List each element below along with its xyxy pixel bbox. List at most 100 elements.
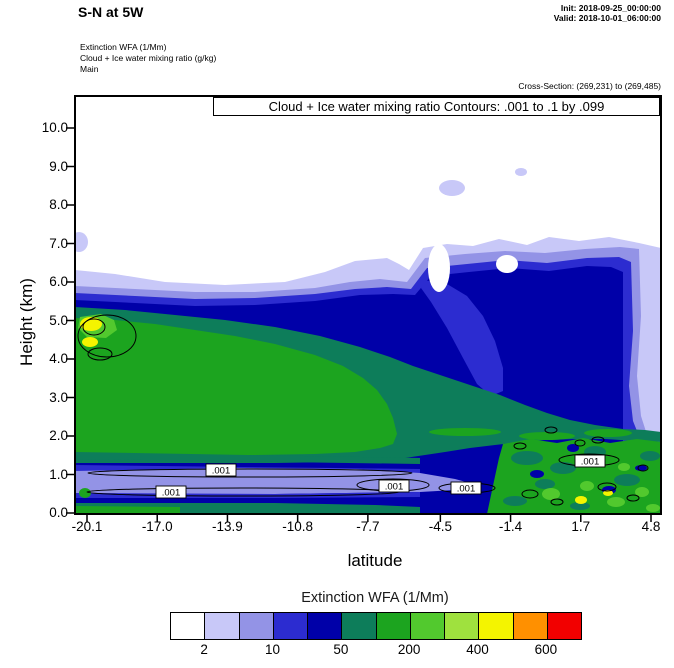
region-lightgreen-r4 [635, 487, 649, 497]
region-lightgreen-r1 [542, 488, 560, 500]
cloud-contour-line [521, 489, 539, 499]
y-axis-title: Height (km) [17, 278, 36, 366]
y-tick-label: 6.0 [49, 274, 68, 289]
colorbar-tick-label: 50 [333, 642, 349, 657]
contour-label-text: .001 [385, 482, 404, 493]
cloud-contour-line [87, 468, 413, 478]
contour-label-group: .001 .001 .001 .001 .001 [155, 454, 606, 499]
x-tick-label: 4.8 [641, 519, 661, 534]
contour-label-text: .001 [162, 488, 181, 499]
region-navy-dot-4 [635, 465, 647, 471]
y-tick-label: 10.0 [41, 120, 68, 135]
axis-ticks [66, 127, 652, 522]
cross-section-label: Cross-Section: (269,231) to (269,485) [518, 81, 661, 91]
region-strip-green-corner [75, 506, 180, 514]
valid-time: Valid: 2018-10-01_06:00:00 [553, 13, 661, 23]
colorbar-cell [444, 613, 479, 639]
region-teal-patch-8 [570, 502, 590, 510]
y-tick-label: 5.0 [49, 312, 68, 328]
colorbar-cell [171, 613, 205, 639]
cloud-contour-line [544, 426, 558, 434]
region-lavender-island-8km [439, 180, 465, 196]
region-yellow-r1 [575, 496, 587, 504]
region-green-streak-a [429, 428, 501, 436]
region-yellow-r2 [603, 490, 613, 496]
cloud-contour-line [550, 498, 564, 506]
region-teal-patch-5 [535, 479, 555, 489]
x-tick-label: -20.1 [71, 519, 103, 534]
region-lavender-island-left [75, 232, 88, 252]
region-teal-patch-2 [550, 462, 576, 474]
region-yellow-left-b [82, 337, 98, 347]
x-tick-label: -10.8 [282, 519, 314, 534]
region-lightgreen-r5 [646, 504, 660, 512]
colorbar-cell [375, 613, 410, 639]
cloud-contour-line [626, 494, 640, 502]
region-green-left-mass [75, 318, 397, 455]
region-lightgreen-r2 [580, 481, 594, 491]
region-teal-patch-4 [614, 474, 640, 486]
y-tick-label: 1.0 [49, 466, 68, 482]
contour-label-text: .001 [212, 466, 231, 477]
colorbar [170, 612, 582, 640]
x-tick-label: -1.4 [498, 519, 523, 534]
contour-label-box [205, 463, 237, 477]
region-green-streak-b [519, 432, 575, 440]
region-green-dot-bottom-left [79, 488, 91, 498]
region-lavender-island-small [515, 168, 527, 176]
cloud-contour-line [637, 464, 649, 472]
colorbar-title: Extinction WFA (1/Mm) [301, 590, 449, 606]
region-teal-patch-1 [511, 451, 543, 465]
contour-label-box [155, 485, 187, 499]
contour-label-box [378, 479, 410, 493]
colorbar-cell [409, 613, 444, 639]
y-tick-label: 2.0 [49, 428, 68, 443]
colorbar-cell [307, 613, 342, 639]
contour-label-text: .001 [581, 457, 600, 468]
colorbar-cell [478, 613, 513, 639]
colorbar-cell [512, 613, 547, 639]
x-axis-title: latitude [347, 551, 403, 570]
contour-info-box: Cloud + Ice water mixing ratio Contours:… [213, 97, 660, 116]
colorbar-tick-label: 400 [466, 642, 489, 657]
region-blue-tongue-right [421, 280, 503, 396]
region-navy-dot-2 [567, 444, 579, 452]
cloud-contour-line [597, 482, 617, 492]
contour-label-box [574, 454, 606, 468]
cross-section-plot: .001 .001 .001 .001 .001 [66, 95, 662, 522]
cloud-contour-line [87, 347, 113, 361]
x-tick-label: -17.0 [141, 519, 173, 534]
page-title: S-N at 5W [78, 4, 144, 20]
cloud-contour-line [574, 439, 586, 447]
field-line-extinction: Extinction WFA (1/Mm) [80, 42, 167, 52]
y-tick-label: 0.0 [49, 505, 68, 520]
colorbar-cell [272, 613, 307, 639]
region-lightgreen-r6 [618, 463, 630, 471]
region-navy-dot-1 [530, 470, 544, 478]
cloud-contour-line [513, 442, 527, 450]
y-tick-label: 4.0 [49, 351, 68, 366]
y-tick-label: 3.0 [49, 389, 68, 405]
colorbar-tick-label: 10 [264, 642, 281, 657]
colorbar-cell [546, 613, 581, 639]
colorbar-cell [341, 613, 376, 639]
field-line-domain: Main [80, 64, 99, 74]
region-yellow-left-a [80, 317, 102, 331]
init-time: Init: 2018-09-25_00:00:00 [560, 3, 661, 13]
region-strip-teal-below-green [75, 452, 420, 464]
region-green-streak-c [584, 429, 632, 437]
region-white-notch-b [496, 255, 518, 273]
colorbar-tick-label: 600 [534, 642, 558, 657]
region-teal-patch-6 [640, 451, 660, 461]
cloud-contour-line [77, 314, 137, 358]
y-tick-label: 7.0 [49, 235, 68, 251]
cloud-contour-line [82, 318, 106, 336]
colorbar-tick-label: 200 [397, 642, 421, 657]
y-tick-label: 8.0 [49, 197, 68, 212]
field-line-cloudice: Cloud + Ice water mixing ratio (g/kg) [80, 53, 217, 63]
contour-field [75, 168, 661, 514]
x-tick-label: -13.9 [212, 519, 243, 534]
x-tick-label: 1.7 [571, 519, 591, 534]
x-tick-label: -4.5 [428, 519, 452, 534]
